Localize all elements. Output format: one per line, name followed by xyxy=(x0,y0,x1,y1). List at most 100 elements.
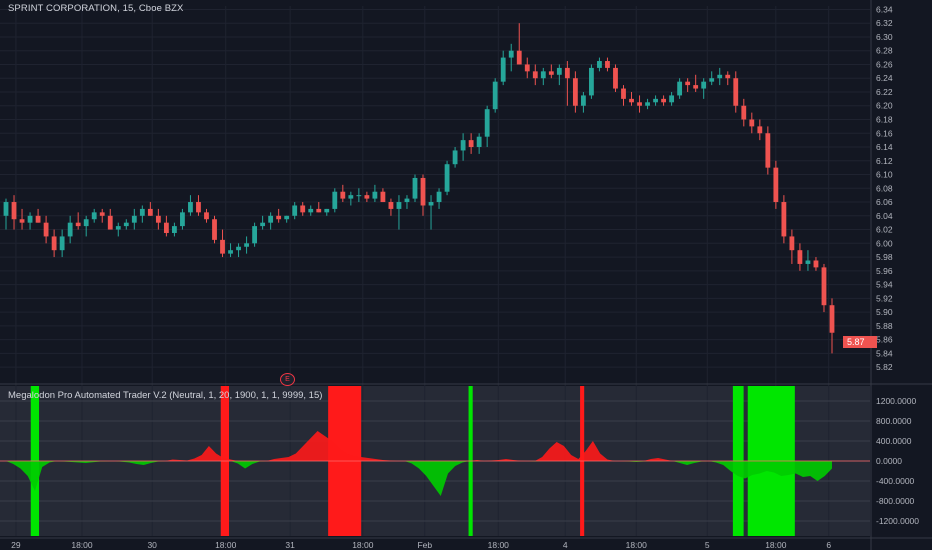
candle-body xyxy=(645,102,650,106)
candle-body xyxy=(829,305,835,333)
candle-body xyxy=(91,212,97,220)
candle-body xyxy=(268,215,274,223)
indicator-title: Megalodon Pro Automated Trader V.2 (Neut… xyxy=(8,390,323,401)
candle-body xyxy=(444,164,450,192)
candle-body xyxy=(83,219,89,227)
candle-body xyxy=(789,236,795,251)
candle-body xyxy=(605,61,610,68)
candle-body xyxy=(59,236,65,251)
candle-body xyxy=(284,215,290,220)
candle-body xyxy=(613,67,618,89)
price-tick-label: 6.08 xyxy=(876,183,893,193)
candle-body xyxy=(27,215,33,223)
candle-body xyxy=(637,102,642,106)
time-tick-label: 18:00 xyxy=(488,540,510,550)
candle-body xyxy=(741,105,747,120)
candle-body xyxy=(155,215,161,223)
candle-body xyxy=(709,78,715,82)
candle-body xyxy=(19,219,25,223)
candle-body xyxy=(147,208,153,216)
price-tick-label: 6.02 xyxy=(876,225,893,235)
candle-body xyxy=(412,177,418,199)
indicator-tick-label: -400.0000 xyxy=(876,476,915,486)
time-tick-label: 18:00 xyxy=(765,540,787,550)
candle-body xyxy=(781,202,787,237)
candle-body xyxy=(196,202,201,213)
candle-body xyxy=(805,260,811,264)
candle-body xyxy=(476,136,482,148)
candle-body xyxy=(516,50,522,65)
price-tick-label: 5.82 xyxy=(876,362,893,372)
candle-body xyxy=(236,246,241,251)
time-tick-label: 18:00 xyxy=(626,540,648,550)
price-tick-label: 6.16 xyxy=(876,128,893,138)
oscillator-negative-area xyxy=(6,461,832,496)
candle-body xyxy=(733,78,739,106)
price-tick-label: 6.12 xyxy=(876,156,893,166)
indicator-tick-label: -1200.0000 xyxy=(876,516,919,526)
candle-body xyxy=(484,109,490,137)
price-tick-label: 5.92 xyxy=(876,293,893,303)
candle-body xyxy=(380,191,386,203)
last-price-badge: 5.87 xyxy=(843,336,877,348)
candle-body xyxy=(356,195,362,197)
candle-body xyxy=(500,57,506,82)
candle-body xyxy=(677,81,683,96)
price-tick-label: 5.88 xyxy=(876,321,893,331)
price-tick-label: 6.28 xyxy=(876,46,893,56)
candles xyxy=(3,23,835,354)
candle-body xyxy=(589,67,594,96)
candle-body xyxy=(172,226,177,233)
price-tick-label: 6.26 xyxy=(876,59,893,69)
candle-body xyxy=(452,150,458,165)
candle-body xyxy=(685,81,691,86)
chart-title: SPRINT CORPORATION, 15, Cboe BZX xyxy=(8,3,184,14)
candle-body xyxy=(115,226,121,230)
earnings-event-marker[interactable]: E xyxy=(280,373,295,386)
candle-body xyxy=(572,78,578,106)
time-tick-label: 30 xyxy=(147,540,157,550)
price-tick-label: 6.20 xyxy=(876,101,893,111)
candle-body xyxy=(324,208,330,213)
time-tick-label: Feb xyxy=(417,540,432,550)
candle-body xyxy=(404,198,410,203)
candle-body xyxy=(757,126,763,134)
candle-body xyxy=(669,95,675,103)
time-tick-label: 6 xyxy=(826,540,831,550)
candle-body xyxy=(797,250,803,264)
price-tick-label: 5.94 xyxy=(876,280,893,290)
candle-body xyxy=(548,71,554,75)
time-tick-label: 18:00 xyxy=(71,540,93,550)
candle-body xyxy=(556,67,562,75)
candle-body xyxy=(701,81,707,89)
candle-body xyxy=(11,202,17,220)
time-tick-label: 4 xyxy=(563,540,568,550)
candle-body xyxy=(396,202,402,209)
time-tick-label: 31 xyxy=(285,540,295,550)
candle-body xyxy=(99,212,105,216)
candle-body xyxy=(35,215,41,223)
price-tick-label: 6.18 xyxy=(876,114,893,124)
indicator-tick-label: 800.0000 xyxy=(876,416,912,426)
price-tick-label: 6.00 xyxy=(876,238,893,248)
candle-body xyxy=(180,212,185,227)
price-tick-label: 6.14 xyxy=(876,142,893,152)
candle-body xyxy=(749,119,755,127)
candle-body xyxy=(765,133,771,168)
candle-body xyxy=(188,202,193,213)
candle-body xyxy=(540,71,546,79)
candle-body xyxy=(3,202,9,216)
candle-body xyxy=(773,167,779,203)
candle-body xyxy=(532,71,538,79)
price-tick-label: 6.34 xyxy=(876,4,893,14)
candle-body xyxy=(580,95,586,106)
candle-body xyxy=(75,222,81,227)
candle-body xyxy=(123,222,129,227)
price-tick-label: 6.10 xyxy=(876,170,893,180)
candle-body xyxy=(693,85,699,89)
candle-body xyxy=(228,250,233,254)
candle-body xyxy=(276,215,282,220)
candle-body xyxy=(661,98,666,103)
